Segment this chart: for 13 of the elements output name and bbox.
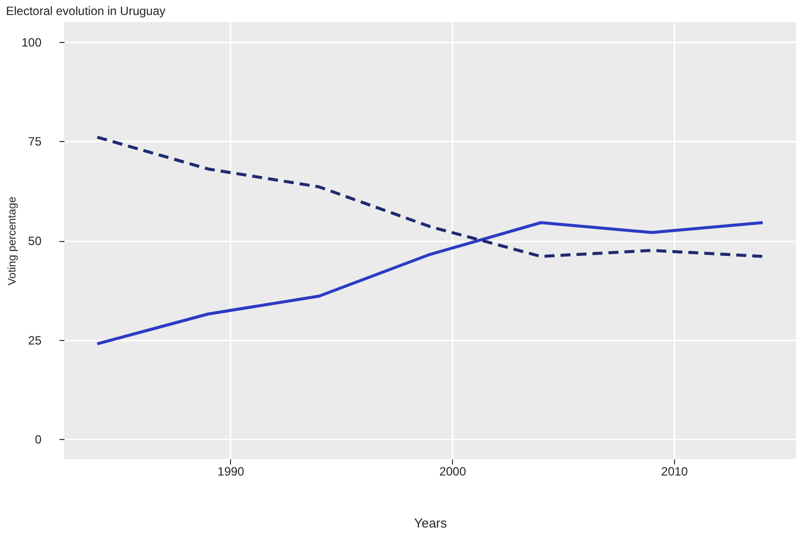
line-series	[96, 221, 764, 346]
x-tick-label: 1990	[218, 464, 245, 478]
x-tick-label: 2000	[439, 464, 466, 478]
y-axis-title: Voting percentage	[6, 196, 18, 286]
y-tick-label: 75	[28, 134, 42, 149]
x-axis-title: Years	[414, 516, 448, 530]
y-tick-label: 0	[34, 432, 42, 447]
x-tick-label: 2010	[661, 464, 688, 478]
y-tick-label: 50	[28, 234, 42, 248]
chart-title: Electoral evolution in Uruguay	[6, 4, 166, 18]
y-tick-label: 25	[28, 333, 42, 348]
y-tick-label: 100	[21, 35, 42, 50]
line-series	[96, 136, 764, 258]
